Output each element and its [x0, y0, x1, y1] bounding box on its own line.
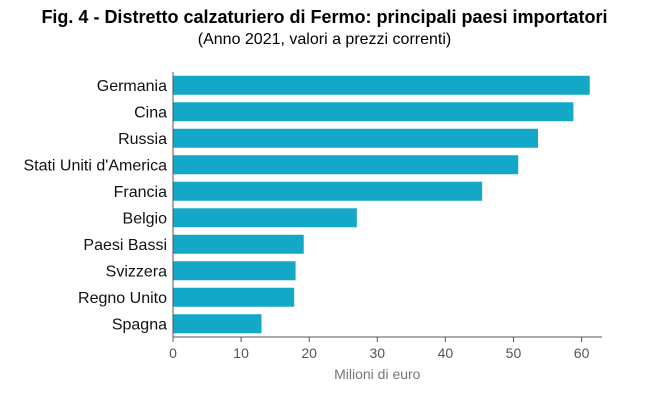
- category-label: Belgio: [123, 210, 168, 227]
- bar-belgio: [173, 208, 357, 228]
- x-tick-label: 50: [506, 345, 522, 361]
- bar-regno-unito: [173, 287, 295, 307]
- x-ticks-group: 0 10 20 30 40 50 60: [169, 337, 590, 361]
- x-tick-label: 10: [233, 345, 249, 361]
- category-label: Regno Unito: [78, 290, 167, 307]
- bar-stati-uniti-d-america: [173, 155, 519, 175]
- x-tick-label: 0: [169, 345, 177, 361]
- x-tick-label: 40: [438, 345, 454, 361]
- bar-germania: [173, 75, 590, 95]
- category-labels-group: Germania Cina Russia Stati Uniti d'America F…: [23, 78, 167, 334]
- bar-spagna: [173, 314, 262, 334]
- category-label: Svizzera: [106, 263, 167, 280]
- x-tick-label: 30: [369, 345, 385, 361]
- bars-group: [173, 75, 590, 334]
- bar-francia: [173, 181, 483, 201]
- x-axis-title: Milioni di euro: [334, 366, 421, 382]
- category-label: Paesi Bassi: [83, 237, 167, 254]
- bar-cina: [173, 102, 574, 122]
- bar-paesi-bassi: [173, 234, 304, 254]
- chart-subtitle: (Anno 2021, valori a prezzi correnti): [197, 31, 452, 48]
- category-label: Spagna: [112, 316, 167, 333]
- category-label: Russia: [118, 131, 167, 148]
- bar-svizzera: [173, 261, 296, 281]
- category-label: Stati Uniti d'America: [23, 157, 167, 174]
- category-label: Cina: [134, 104, 167, 121]
- category-label: Germania: [97, 78, 167, 95]
- x-tick-label: 20: [301, 345, 317, 361]
- bar-russia: [173, 128, 538, 148]
- x-tick-label: 60: [574, 345, 590, 361]
- category-label: Francia: [114, 184, 167, 201]
- chart-title: Fig. 4 - Distretto calzaturiero di Fermo…: [41, 7, 608, 27]
